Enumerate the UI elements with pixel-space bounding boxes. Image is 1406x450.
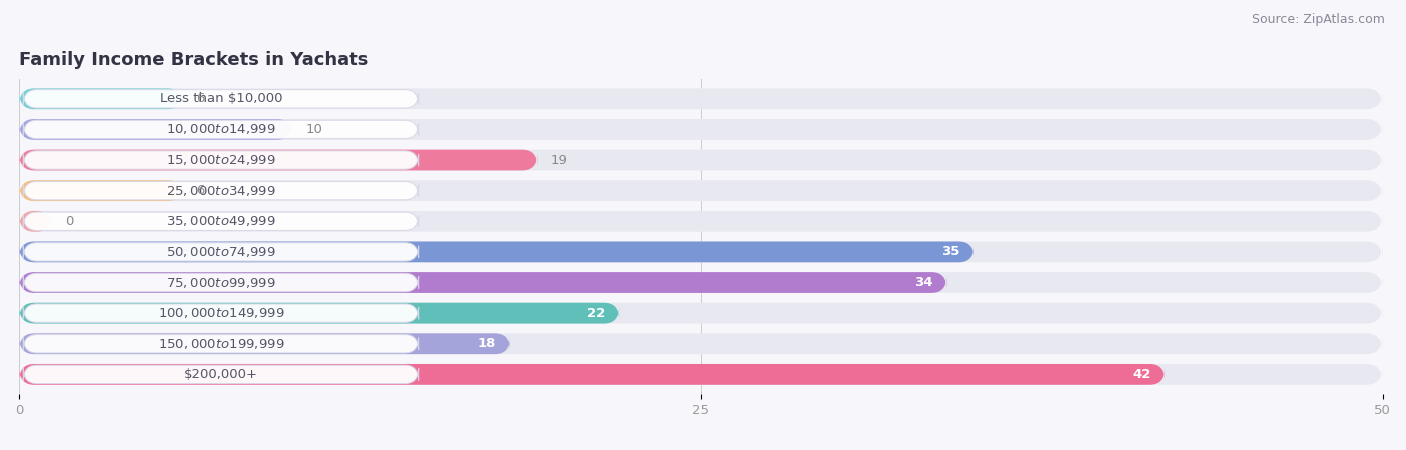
Text: 19: 19 xyxy=(551,153,568,166)
Text: $10,000 to $14,999: $10,000 to $14,999 xyxy=(166,122,276,136)
FancyBboxPatch shape xyxy=(24,365,419,383)
FancyBboxPatch shape xyxy=(20,119,1382,140)
FancyBboxPatch shape xyxy=(24,334,419,353)
Text: 35: 35 xyxy=(942,245,960,258)
FancyBboxPatch shape xyxy=(20,242,1382,262)
FancyBboxPatch shape xyxy=(24,120,419,139)
FancyBboxPatch shape xyxy=(20,272,1382,293)
Text: $15,000 to $24,999: $15,000 to $24,999 xyxy=(166,153,276,167)
FancyBboxPatch shape xyxy=(20,333,1382,354)
FancyBboxPatch shape xyxy=(24,304,419,322)
FancyBboxPatch shape xyxy=(20,119,292,140)
FancyBboxPatch shape xyxy=(20,180,1382,201)
FancyBboxPatch shape xyxy=(20,333,510,354)
FancyBboxPatch shape xyxy=(24,90,419,108)
Text: $25,000 to $34,999: $25,000 to $34,999 xyxy=(166,184,276,198)
FancyBboxPatch shape xyxy=(20,303,619,324)
FancyBboxPatch shape xyxy=(20,211,52,232)
Text: 18: 18 xyxy=(478,337,496,350)
FancyBboxPatch shape xyxy=(20,180,183,201)
FancyBboxPatch shape xyxy=(24,181,419,200)
Text: 22: 22 xyxy=(588,306,606,320)
FancyBboxPatch shape xyxy=(24,243,419,261)
Text: Less than $10,000: Less than $10,000 xyxy=(160,92,283,105)
FancyBboxPatch shape xyxy=(24,273,419,292)
Text: $200,000+: $200,000+ xyxy=(184,368,257,381)
Text: Family Income Brackets in Yachats: Family Income Brackets in Yachats xyxy=(20,51,368,69)
FancyBboxPatch shape xyxy=(20,88,183,109)
Text: $150,000 to $199,999: $150,000 to $199,999 xyxy=(157,337,284,351)
Text: 0: 0 xyxy=(66,215,75,228)
FancyBboxPatch shape xyxy=(20,88,1382,109)
Text: 6: 6 xyxy=(197,92,205,105)
Text: 10: 10 xyxy=(305,123,322,136)
FancyBboxPatch shape xyxy=(24,151,419,169)
FancyBboxPatch shape xyxy=(20,211,1382,232)
Text: $50,000 to $74,999: $50,000 to $74,999 xyxy=(166,245,276,259)
FancyBboxPatch shape xyxy=(24,212,419,230)
Text: 6: 6 xyxy=(197,184,205,197)
Text: Source: ZipAtlas.com: Source: ZipAtlas.com xyxy=(1251,14,1385,27)
Text: $35,000 to $49,999: $35,000 to $49,999 xyxy=(166,214,276,228)
FancyBboxPatch shape xyxy=(20,149,537,171)
Text: $75,000 to $99,999: $75,000 to $99,999 xyxy=(166,275,276,289)
Text: 42: 42 xyxy=(1132,368,1150,381)
FancyBboxPatch shape xyxy=(20,364,1164,385)
FancyBboxPatch shape xyxy=(20,364,1382,385)
Text: $100,000 to $149,999: $100,000 to $149,999 xyxy=(157,306,284,320)
FancyBboxPatch shape xyxy=(20,242,973,262)
FancyBboxPatch shape xyxy=(20,303,1382,324)
Text: 34: 34 xyxy=(914,276,932,289)
FancyBboxPatch shape xyxy=(20,149,1382,171)
FancyBboxPatch shape xyxy=(20,272,946,293)
